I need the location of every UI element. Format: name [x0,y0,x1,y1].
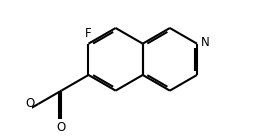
Text: F: F [85,27,92,40]
Text: N: N [201,36,209,49]
Text: O: O [26,97,35,110]
Text: O: O [57,121,66,134]
